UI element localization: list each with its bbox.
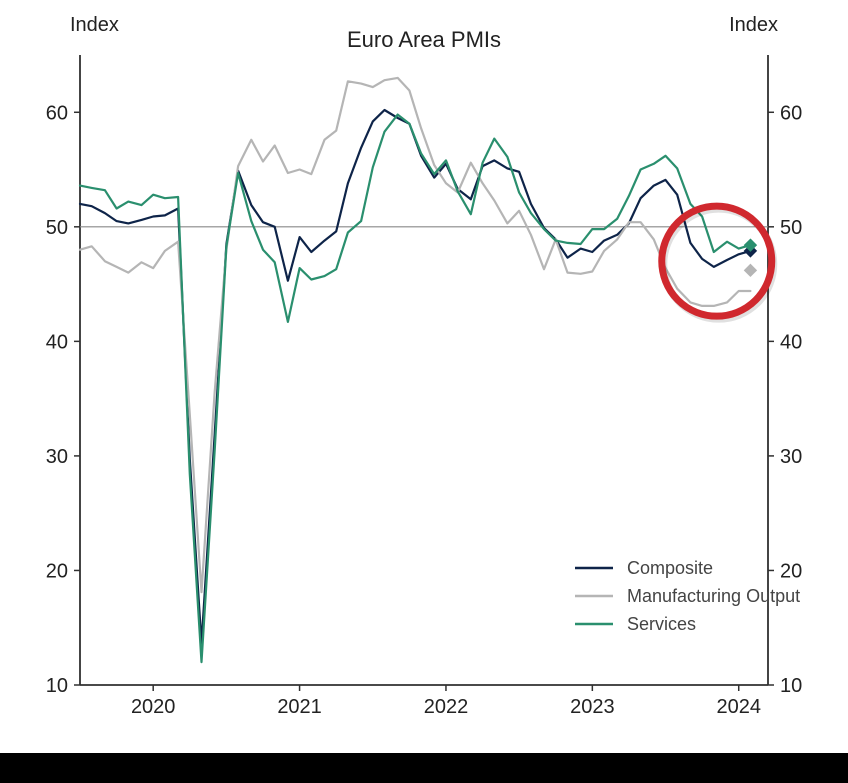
ytick-label-left: 20 [46,560,68,582]
ytick-label-right: 20 [780,560,802,582]
ytick-label-right: 40 [780,331,802,353]
legend-label: Composite [627,558,713,578]
xtick-label: 2021 [277,696,322,718]
ytick-label-left: 10 [46,675,68,697]
ytick-label-left: 60 [46,102,68,124]
ytick-label-right: 50 [780,217,802,239]
chart-container: 1010202030304040505060602020202120222023… [0,0,848,783]
ytick-label-left: 30 [46,446,68,468]
ytick-label-left: 50 [46,217,68,239]
line-chart: 1010202030304040505060602020202120222023… [0,0,848,753]
ytick-label-right: 30 [780,446,802,468]
xtick-label: 2023 [570,696,615,718]
legend-label: Manufacturing Output [627,586,800,606]
plot-background [0,0,848,753]
xtick-label: 2020 [131,696,176,718]
ytick-label-right: 10 [780,675,802,697]
ytick-label-right: 60 [780,102,802,124]
ytick-label-left: 40 [46,331,68,353]
footer-bar [0,753,848,783]
chart-title: Euro Area PMIs [347,27,501,52]
y-axis-label-right: Index [729,14,778,36]
xtick-label: 2022 [424,696,469,718]
y-axis-label-left: Index [70,14,119,36]
legend-label: Services [627,614,696,634]
xtick-label: 2024 [716,696,761,718]
